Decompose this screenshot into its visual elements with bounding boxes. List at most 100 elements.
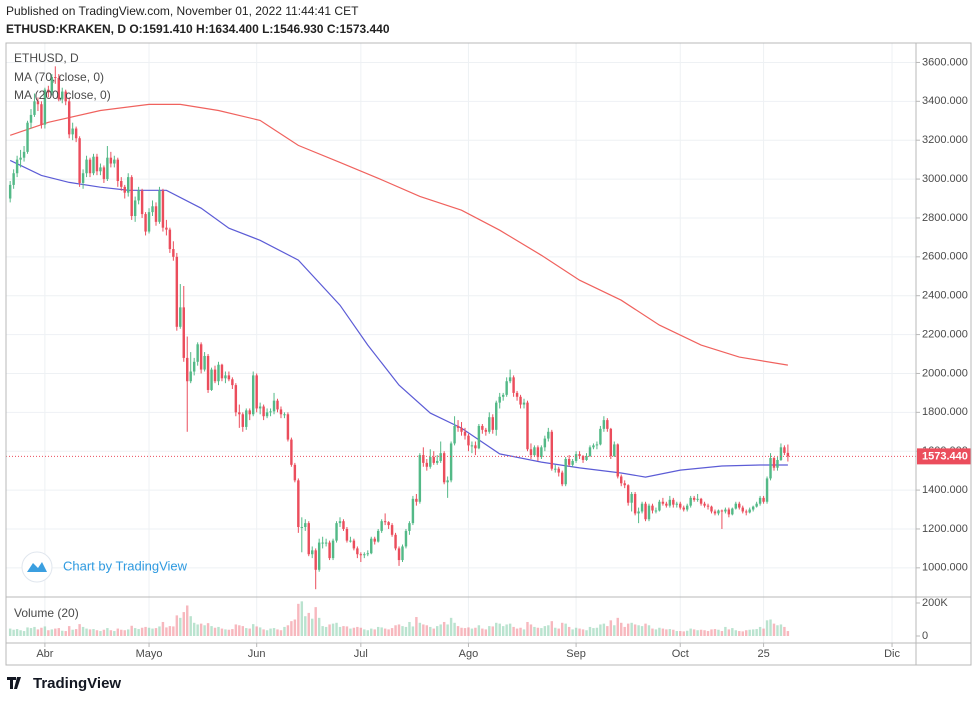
- volume-bar: [571, 629, 574, 636]
- candle-body: [147, 212, 151, 232]
- candle-body: [8, 184, 12, 199]
- candle-body: [411, 498, 415, 524]
- x-tick-label: Jun: [248, 648, 266, 660]
- volume-bar: [751, 629, 755, 636]
- volume-bar: [550, 621, 554, 636]
- candle-body: [508, 377, 512, 382]
- candle-body: [581, 456, 585, 460]
- candle-body: [286, 414, 290, 440]
- candle-body: [734, 503, 738, 509]
- candle-body: [116, 159, 120, 182]
- volume-bar: [703, 630, 706, 636]
- volume-bar: [581, 629, 585, 636]
- candle-body: [699, 498, 703, 504]
- volume-bar: [484, 629, 488, 636]
- candle-body: [626, 485, 630, 503]
- candle-body: [460, 427, 463, 432]
- candle-body: [206, 355, 210, 390]
- volume-bar: [33, 626, 36, 636]
- volume-bar: [717, 629, 720, 636]
- candle-body: [741, 507, 744, 512]
- candle-body: [81, 173, 85, 183]
- volume-bar: [536, 627, 540, 636]
- volume-bar: [356, 626, 359, 636]
- volume-bar: [672, 629, 675, 636]
- candle-body: [290, 439, 293, 465]
- candle-body: [745, 511, 748, 513]
- brand-text: TradingView: [33, 675, 121, 692]
- volume-bar: [203, 625, 206, 636]
- volume-bar: [772, 623, 776, 636]
- candle-body: [272, 400, 276, 412]
- volume-bar: [210, 626, 213, 636]
- brand-logo: [7, 677, 21, 689]
- legend-entry: MA (200, close, 0): [14, 88, 111, 102]
- volume-bar: [658, 627, 661, 636]
- candle-body: [620, 476, 623, 484]
- candle-body: [186, 357, 189, 382]
- candle-body: [470, 445, 474, 447]
- candle-body: [505, 381, 508, 395]
- candle-body: [88, 159, 92, 174]
- candle-body: [276, 400, 279, 410]
- volume-bar: [456, 626, 460, 636]
- candle-body: [182, 307, 185, 358]
- candle-body: [682, 507, 685, 510]
- volume-bar: [585, 630, 588, 636]
- volume-bar: [446, 624, 449, 636]
- volume-bar: [647, 625, 651, 636]
- candle-body: [397, 548, 401, 561]
- candle-body: [19, 157, 22, 160]
- volume-bar: [269, 628, 272, 636]
- volume-bar: [238, 625, 241, 636]
- candle-body: [356, 548, 359, 555]
- candle-body: [540, 447, 543, 458]
- volume-bar: [50, 629, 54, 636]
- volume-bar: [769, 619, 772, 636]
- volume-bar: [61, 630, 64, 636]
- candle-body: [422, 455, 425, 463]
- candle-body: [57, 77, 60, 100]
- volume-bar: [172, 626, 175, 636]
- volume-bar: [679, 631, 682, 636]
- y-tick-label: 1800.000: [922, 406, 968, 418]
- x-tick-label: Ago: [459, 648, 479, 660]
- volume-bar: [470, 628, 474, 636]
- candle-body: [672, 499, 675, 505]
- volume-bar: [633, 624, 637, 636]
- candle-body: [762, 497, 765, 502]
- candle-body: [418, 455, 422, 502]
- volume-tick-label: 0: [922, 630, 928, 642]
- x-tick-label: 25: [757, 648, 769, 660]
- volume-bar: [366, 630, 369, 636]
- candle-body: [217, 364, 220, 382]
- candle-body: [703, 503, 706, 506]
- volume-bar: [217, 626, 220, 636]
- candle-body: [481, 425, 484, 430]
- volume-bar: [255, 626, 258, 636]
- volume-bar: [113, 631, 116, 636]
- volume-bar: [460, 627, 463, 636]
- volume-bar: [644, 623, 647, 636]
- last-price-box: [917, 448, 971, 465]
- volume-bar: [515, 628, 519, 636]
- candle-body: [265, 412, 269, 417]
- volume-bar: [19, 630, 22, 636]
- candle-body: [67, 101, 71, 135]
- candle-body: [22, 151, 26, 158]
- volume-bar: [373, 629, 376, 636]
- candle-body: [498, 396, 501, 403]
- candle-body: [203, 355, 206, 370]
- candle-body: [592, 445, 595, 448]
- volume-bar: [192, 622, 196, 636]
- candle-body: [220, 364, 224, 379]
- volume-bar: [522, 629, 526, 636]
- volume-bar: [321, 626, 324, 636]
- volume-bar: [394, 625, 397, 636]
- x-tick-label: Sep: [566, 648, 586, 660]
- volume-bar: [477, 625, 481, 636]
- candle-body: [238, 412, 241, 415]
- candle-body: [245, 410, 248, 427]
- candle-body: [113, 159, 116, 164]
